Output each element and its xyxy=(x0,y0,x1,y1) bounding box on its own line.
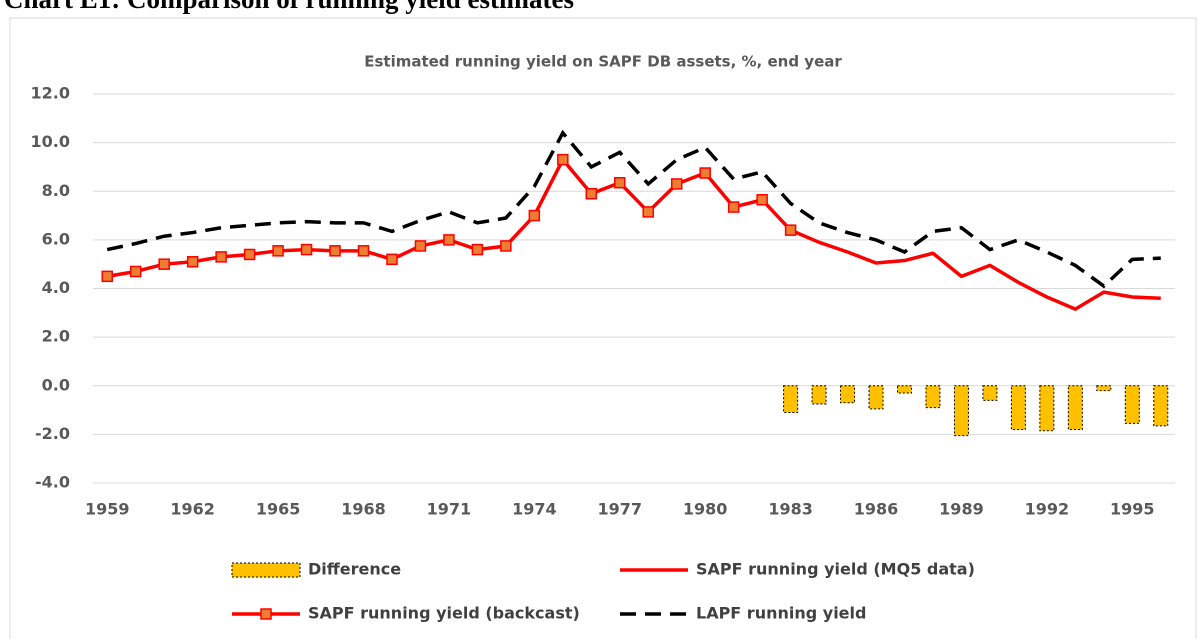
legend-swatch xyxy=(231,562,301,578)
x-tick-label: 1959 xyxy=(85,500,130,519)
marker xyxy=(300,243,313,256)
legend-label: LAPF running yield xyxy=(696,604,866,623)
y-tick-label: -4.0 xyxy=(35,473,70,492)
bar xyxy=(982,385,998,401)
bar xyxy=(1096,385,1112,392)
x-tick-label: 1962 xyxy=(170,500,215,519)
bar xyxy=(1153,385,1169,427)
marker xyxy=(699,167,711,179)
bar xyxy=(953,385,969,437)
y-tick-label: -2.0 xyxy=(35,424,70,443)
x-tick-label: 1992 xyxy=(1025,500,1070,519)
bar xyxy=(1010,385,1026,431)
marker xyxy=(585,187,598,200)
marker xyxy=(243,248,256,261)
x-tick-label: 1986 xyxy=(854,500,899,519)
marker xyxy=(500,240,512,252)
marker xyxy=(329,245,341,257)
chart-title: Chart E1: Comparison of running yield es… xyxy=(4,0,574,14)
marker xyxy=(272,245,284,257)
legend-label: SAPF running yield (backcast) xyxy=(308,604,580,623)
marker xyxy=(528,209,541,222)
marker xyxy=(414,240,427,252)
bar xyxy=(811,385,827,405)
y-tick-label: 2.0 xyxy=(42,327,70,346)
marker xyxy=(784,224,797,236)
y-tick-label: 12.0 xyxy=(31,84,70,103)
x-tick-label: 1971 xyxy=(427,500,472,519)
series-line xyxy=(106,129,1161,289)
x-tick-label: 1995 xyxy=(1110,500,1155,519)
chart-subtitle: Estimated running yield on SAPF DB asset… xyxy=(364,53,842,71)
bar xyxy=(1039,385,1055,432)
chart-border xyxy=(9,17,1197,639)
y-tick-label: 4.0 xyxy=(42,278,70,297)
marker xyxy=(357,245,370,257)
x-tick-label: 1977 xyxy=(597,500,642,519)
x-tick-label: 1968 xyxy=(341,500,386,519)
bar xyxy=(1067,385,1083,431)
marker xyxy=(186,256,199,268)
marker xyxy=(386,253,398,266)
x-tick-label: 1989 xyxy=(939,500,984,519)
marker xyxy=(614,176,626,189)
bar xyxy=(1124,385,1140,424)
y-tick-label: 6.0 xyxy=(42,229,70,248)
bar xyxy=(897,385,912,394)
legend-label: SAPF running yield (MQ5 data) xyxy=(696,560,975,579)
bar xyxy=(840,385,856,404)
marker xyxy=(642,206,654,218)
marker xyxy=(129,265,142,278)
marker xyxy=(158,258,170,270)
marker xyxy=(101,270,113,283)
marker xyxy=(727,201,740,213)
bar xyxy=(925,385,941,409)
marker xyxy=(670,178,683,190)
y-tick-label: 0.0 xyxy=(42,375,70,394)
bar xyxy=(783,385,799,413)
x-tick-label: 1965 xyxy=(256,500,301,519)
marker xyxy=(557,153,569,166)
x-tick-label: 1983 xyxy=(768,500,813,519)
x-tick-label: 1980 xyxy=(683,500,728,519)
marker xyxy=(215,251,227,263)
x-tick-label: 1974 xyxy=(512,500,557,519)
y-tick-label: 10.0 xyxy=(31,132,70,151)
legend-label: Difference xyxy=(308,560,401,579)
bar xyxy=(868,385,884,410)
series-line xyxy=(789,228,1161,311)
legend-marker xyxy=(260,608,272,620)
y-tick-label: 8.0 xyxy=(42,181,70,200)
marker xyxy=(443,234,455,246)
marker xyxy=(756,194,768,206)
marker xyxy=(471,243,484,256)
